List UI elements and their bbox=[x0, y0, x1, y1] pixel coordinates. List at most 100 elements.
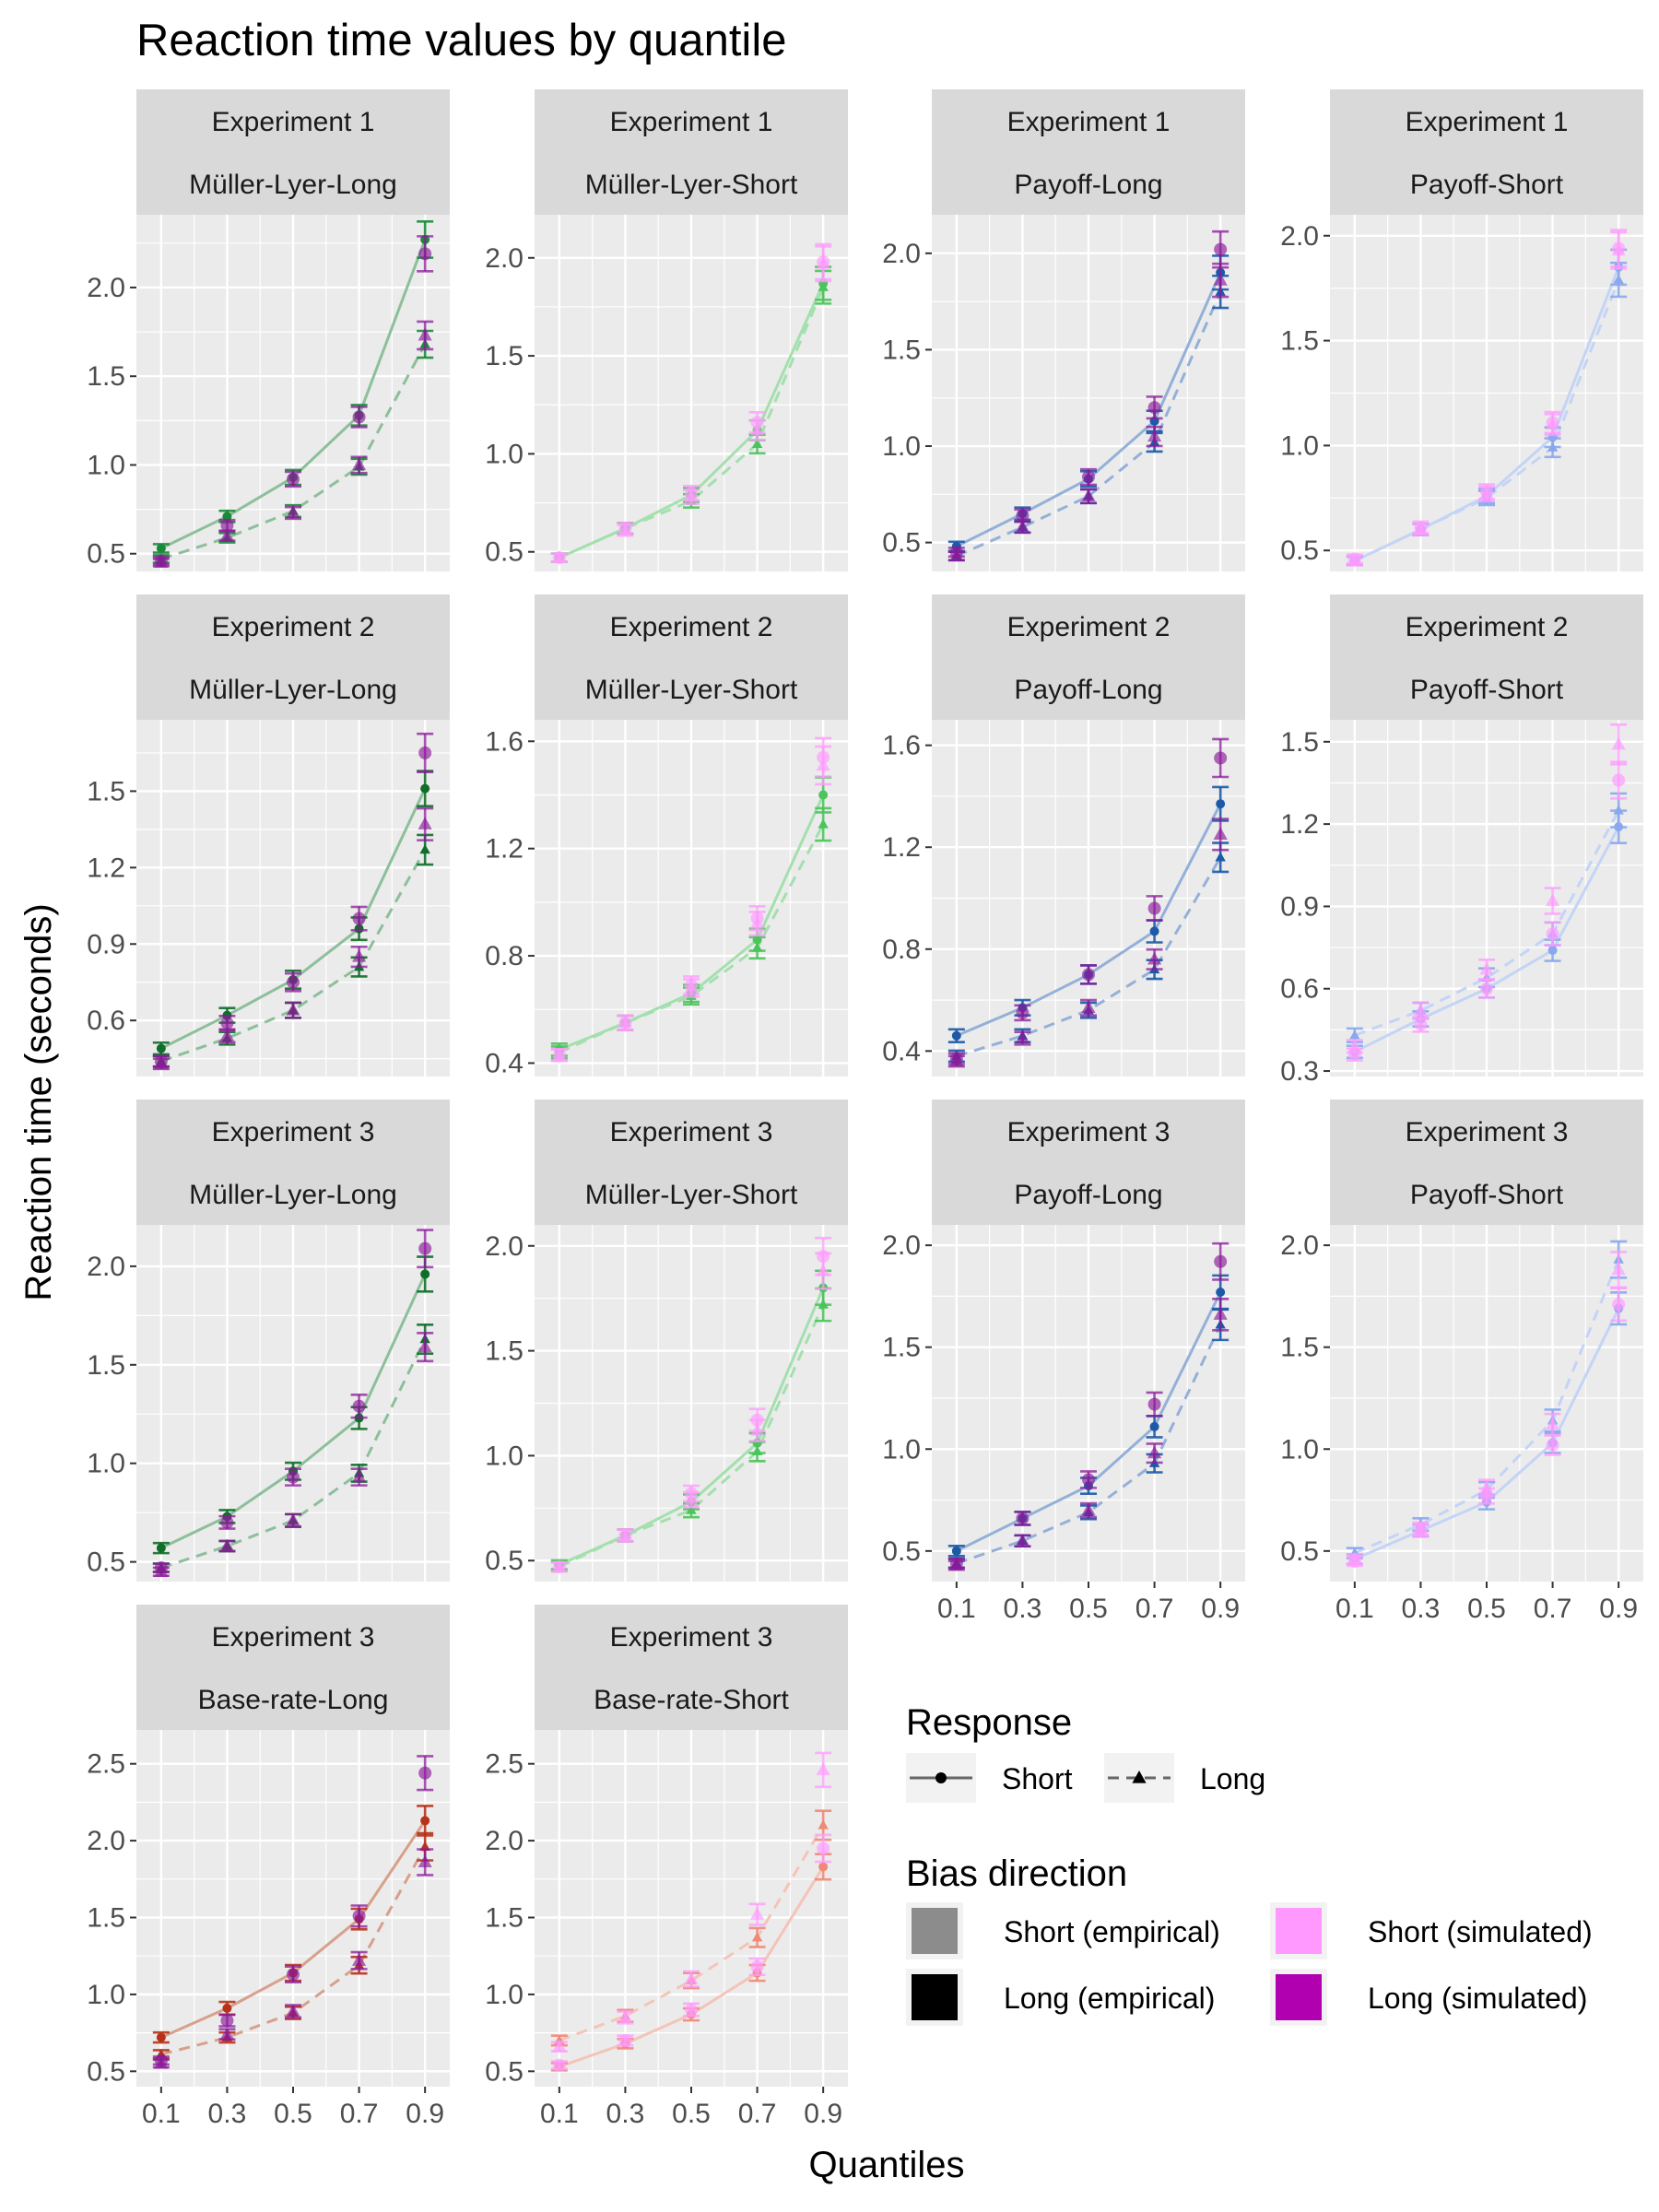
x-tick-label: 0.3 bbox=[606, 2099, 645, 2129]
data-point-simulated-long bbox=[1015, 519, 1030, 533]
data-point-simulated-long bbox=[1147, 1445, 1162, 1459]
series-line-empirical-long bbox=[160, 1338, 427, 1570]
data-point-simulated-long bbox=[219, 528, 235, 542]
series-line-empirical-long bbox=[559, 1303, 825, 1569]
facet-panel: Experiment 2 Payoff-Long 0.4 0.8 1.2 1.6 bbox=[882, 594, 1245, 1077]
facet-strip bbox=[1330, 89, 1643, 215]
legend-swatch bbox=[1276, 1974, 1322, 2020]
data-point-simulated-long bbox=[1147, 951, 1162, 965]
y-tick-label: 0.8 bbox=[485, 941, 524, 971]
data-point-simulated-short bbox=[352, 1909, 366, 1923]
y-tick-label: 1.2 bbox=[485, 834, 524, 865]
data-point-empirical-long bbox=[818, 1819, 829, 1830]
facet-strip bbox=[1330, 594, 1643, 720]
facet-panel: Experiment 1 Müller-Lyer-Long 0.5 1.0 1.5 2.0 bbox=[87, 89, 450, 571]
series-line-empirical-long bbox=[160, 849, 427, 1063]
x-tick-label: 0.9 bbox=[804, 2099, 842, 2129]
x-tick-label: 0.7 bbox=[1135, 1594, 1174, 1624]
y-tick-label: 2.0 bbox=[87, 1826, 125, 1856]
y-tick-label: 0.9 bbox=[1280, 891, 1319, 922]
data-point-simulated-long bbox=[418, 1854, 432, 1868]
facet-panel: Experiment 1 Müller-Lyer-Short 0.5 1.0 1.5 2.… bbox=[485, 89, 848, 571]
y-tick-label: 1.0 bbox=[882, 1434, 921, 1465]
data-point-simulated-short bbox=[418, 746, 432, 759]
series-line-empirical-long bbox=[1354, 1259, 1620, 1555]
y-tick-label: 2.0 bbox=[485, 1231, 524, 1262]
x-tick-label: 0.5 bbox=[672, 2099, 711, 2129]
facet-panel: Experiment 3 Payoff-Short 0.5 1.0 1.5 2.0 0.1 0… bbox=[1280, 1100, 1643, 1624]
data-point-simulated-short bbox=[685, 2003, 698, 2017]
y-tick-label: 0.9 bbox=[87, 929, 125, 959]
legend: Response Short Long Bias direction Short (em… bbox=[906, 1702, 1593, 2026]
series-line-empirical-long bbox=[559, 287, 825, 559]
legend-label-bias: Short (empirical) bbox=[1004, 1915, 1220, 1948]
facet-strip-label: Base-rate-Short bbox=[594, 1685, 789, 1715]
data-point-empirical-long bbox=[1547, 441, 1559, 452]
data-point-empirical-long bbox=[419, 843, 430, 854]
y-tick-label: 2.0 bbox=[87, 1252, 125, 1282]
data-point-simulated-short bbox=[220, 1515, 234, 1529]
y-tick-label: 1.2 bbox=[87, 853, 125, 883]
y-tick-label: 0.5 bbox=[87, 539, 125, 570]
data-point-empirical-short bbox=[156, 1043, 166, 1053]
data-point-simulated-long bbox=[1413, 522, 1429, 535]
facet-strip bbox=[932, 594, 1245, 720]
data-point-simulated-long bbox=[1081, 1502, 1096, 1516]
data-point-empirical-long bbox=[751, 438, 763, 448]
data-point-simulated-long bbox=[1413, 1521, 1429, 1535]
data-point-simulated-long bbox=[1213, 827, 1228, 840]
facet-panel: Experiment 1 Payoff-Long 0.5 1.0 1.5 2.0 bbox=[882, 89, 1245, 571]
y-tick-label: 2.0 bbox=[882, 239, 921, 269]
data-point-empirical-long bbox=[751, 1932, 763, 1942]
data-point-simulated-long bbox=[351, 457, 367, 471]
data-point-simulated-long bbox=[618, 523, 633, 535]
y-tick-label: 0.5 bbox=[485, 537, 524, 568]
data-point-empirical-short bbox=[818, 1862, 829, 1872]
data-point-simulated-long bbox=[418, 327, 432, 341]
data-point-simulated-short bbox=[1480, 982, 1493, 995]
data-point-simulated-short bbox=[750, 1959, 764, 1973]
data-point-simulated-long bbox=[684, 980, 699, 994]
y-tick-label: 0.5 bbox=[1280, 535, 1319, 566]
legend-label-bias: Long (simulated) bbox=[1368, 1982, 1587, 2015]
y-tick-label: 1.0 bbox=[1280, 1434, 1319, 1465]
y-axis-title: Reaction time (seconds) bbox=[18, 903, 59, 1300]
data-point-empirical-short bbox=[1216, 799, 1226, 809]
legend-title-response: Response bbox=[906, 1702, 1072, 1743]
data-point-simulated-long bbox=[749, 916, 765, 929]
facet-strip bbox=[136, 594, 450, 720]
data-point-simulated-short bbox=[418, 1766, 432, 1780]
facet-strip-label: Müller-Lyer-Short bbox=[585, 170, 798, 200]
facet-strip-label: Experiment 3 bbox=[610, 1622, 773, 1653]
facet-strip bbox=[535, 594, 848, 720]
series-line-empirical-long bbox=[160, 343, 427, 560]
y-tick-label: 1.0 bbox=[87, 1980, 125, 2010]
x-tick-label: 0.1 bbox=[1335, 1594, 1374, 1624]
data-point-simulated-short bbox=[352, 912, 366, 925]
data-point-simulated-long bbox=[351, 1953, 367, 1966]
data-point-simulated-short bbox=[287, 1968, 300, 1982]
data-point-empirical-short bbox=[1547, 946, 1558, 956]
facet-panels: Experiment 1 Müller-Lyer-Long 0.5 1.0 1.5 2.0… bbox=[87, 89, 1643, 2129]
facet-panel: Experiment 2 Payoff-Short 0.3 0.6 0.9 1.2 1.5 bbox=[1280, 594, 1643, 1087]
data-point-simulated-long bbox=[816, 1762, 830, 1775]
data-point-simulated-short bbox=[1612, 773, 1626, 787]
data-point-empirical-long bbox=[1613, 805, 1624, 815]
y-tick-label: 1.5 bbox=[87, 776, 125, 806]
y-tick-label: 0.5 bbox=[87, 2056, 125, 2087]
facet-strip bbox=[136, 89, 450, 215]
data-point-simulated-long bbox=[684, 489, 699, 502]
y-tick-label: 1.5 bbox=[87, 1903, 125, 1934]
y-tick-label: 0.3 bbox=[1280, 1056, 1319, 1087]
legend-key-marker-long bbox=[1132, 1771, 1147, 1783]
data-point-simulated-long bbox=[1413, 1003, 1429, 1017]
data-point-empirical-short bbox=[156, 2032, 166, 2042]
facet-strip-label: Experiment 3 bbox=[212, 1622, 375, 1653]
data-point-simulated-long bbox=[1611, 736, 1626, 750]
data-point-simulated-long bbox=[1611, 1262, 1626, 1276]
y-tick-label: 0.5 bbox=[485, 1546, 524, 1576]
facet-panel: Experiment 3 Base-rate-Short 0.5 1.0 1.5 2.0 2… bbox=[485, 1605, 848, 2129]
data-point-simulated-long bbox=[949, 1053, 964, 1067]
facet-strip-label: Experiment 2 bbox=[1007, 612, 1171, 642]
y-tick-label: 1.5 bbox=[87, 1350, 125, 1381]
